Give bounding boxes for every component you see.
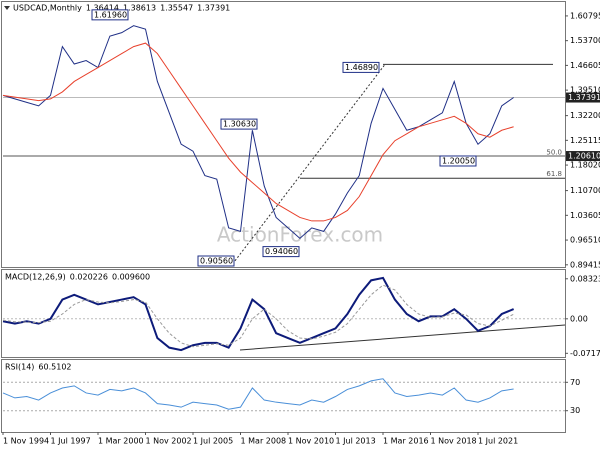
- price-box-label: 1.20610: [568, 152, 600, 161]
- x-tick-label: 1 Mar 2008: [241, 437, 287, 446]
- rsi-panel: [1, 359, 566, 433]
- annotation-label: 0.90560: [200, 257, 233, 266]
- y-tick-label: 1.32200: [570, 111, 600, 120]
- x-tick-label: 1 Nov 2018: [431, 437, 477, 446]
- y-tick-label: 1.60795: [570, 11, 600, 20]
- y-tick-label: 1.39510: [570, 86, 600, 95]
- annotation-box: [439, 155, 477, 167]
- y-tick-label: 70: [570, 378, 580, 387]
- header-text: 1.38613: [123, 4, 156, 13]
- price-box: [566, 151, 600, 162]
- header-text: RSI(14): [5, 363, 34, 372]
- x-tick-label: 1 Jul 2005: [193, 437, 233, 446]
- trend-line: [239, 324, 566, 351]
- trend-line: [234, 64, 386, 262]
- annotation-box: [220, 118, 258, 130]
- y-tick-label: 0.96510: [570, 236, 600, 245]
- x-tick-label: 1 Nov 2002: [146, 437, 192, 446]
- header-text: 0.020226: [70, 273, 108, 282]
- header-text: 1.36414: [86, 4, 119, 13]
- fib-label: 50.0: [546, 148, 562, 156]
- annotation-label: 0.94060: [265, 247, 298, 256]
- annotation-box: [91, 9, 129, 21]
- y-tick-label: 1.18020: [570, 161, 600, 170]
- series-line: [2, 42, 514, 222]
- series-line: [2, 25, 514, 240]
- y-tick-label: 0.00: [570, 314, 588, 323]
- annotation-label: 1.30630: [223, 120, 256, 129]
- y-tick-label: 0.89415: [570, 260, 600, 269]
- y-tick-label: 1.03605: [570, 211, 600, 220]
- annotation-box: [197, 255, 235, 267]
- x-tick-label: 1 Mar 2016: [383, 437, 429, 446]
- series-line: [2, 378, 514, 410]
- annotation-label: 1.20050: [442, 156, 475, 165]
- annotation-label: 1.46890: [345, 63, 378, 72]
- y-tick-label: 1.46605: [570, 61, 600, 70]
- x-tick-label: 1 Jul 2013: [336, 437, 376, 446]
- price-panel: [1, 1, 566, 268]
- header-text: 60.5102: [38, 363, 71, 372]
- header-text: 0.009600: [112, 273, 150, 282]
- y-tick-label: 30: [570, 406, 580, 415]
- y-tick-label: 1.53700: [570, 36, 600, 45]
- y-tick-label: -0.071752: [570, 349, 600, 358]
- menu-icon: [4, 6, 10, 10]
- price-box: [566, 92, 600, 103]
- annotation-box: [262, 246, 300, 258]
- fib-label: 61.8: [546, 170, 562, 178]
- annotation-label: 1.61960: [94, 10, 127, 19]
- x-tick-label: 1 Nov 2010: [288, 437, 334, 446]
- x-tick-label: 1 Mar 2000: [98, 437, 144, 446]
- price-box-label: 1.37391: [568, 93, 600, 102]
- macd-panel: [1, 269, 566, 358]
- y-tick-label: 0.083235: [570, 274, 600, 283]
- y-tick-label: 1.10700: [570, 186, 600, 195]
- header-text: MACD(12,26,9): [5, 273, 66, 282]
- header-text: 1.35547: [160, 4, 193, 13]
- y-tick-label: 1.25115: [570, 136, 600, 145]
- x-tick-label: 1 Jul 1997: [51, 437, 91, 446]
- series-line: [2, 284, 514, 348]
- watermark: ActionForex.com: [217, 223, 383, 247]
- header-text: 1.37391: [197, 4, 230, 13]
- x-tick-label: 1 Nov 1994: [3, 437, 49, 446]
- annotation-box: [342, 61, 380, 73]
- x-tick-label: 1 Jul 2021: [478, 437, 518, 446]
- header-text: USDCAD,Monthly: [13, 4, 82, 13]
